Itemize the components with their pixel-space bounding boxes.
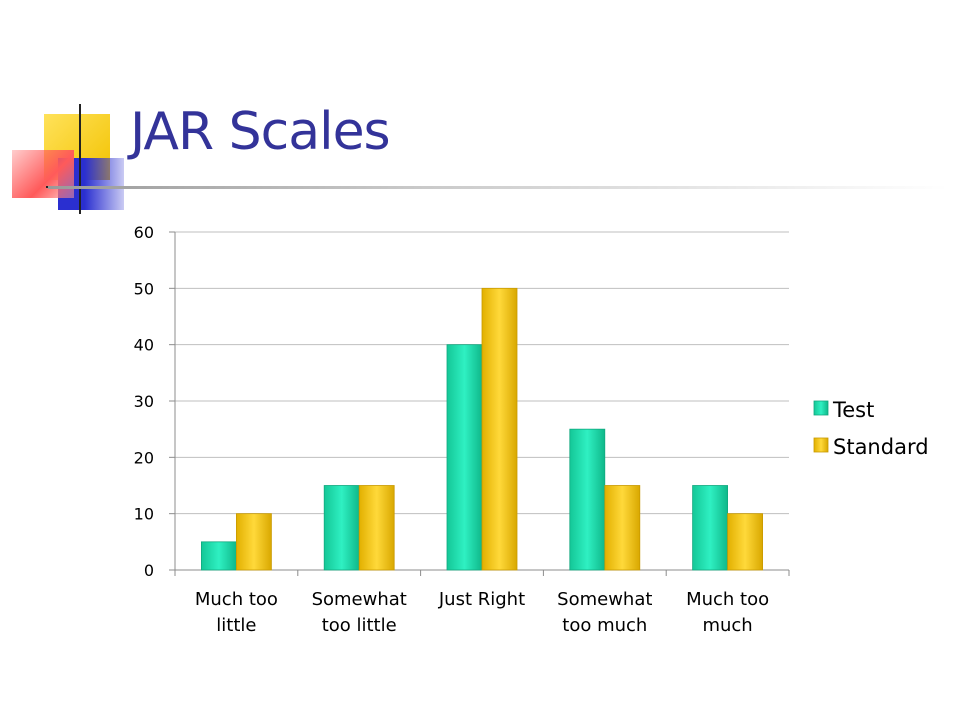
legend-swatch-standard [813, 437, 829, 453]
x-category-label: much [702, 615, 752, 636]
y-tick-label: 30 [134, 392, 154, 411]
y-tick-label: 60 [134, 223, 154, 242]
x-category-label: Just Right [438, 589, 525, 610]
x-category-label: Somewhat [557, 589, 652, 610]
legend-swatch-test [813, 400, 829, 416]
bar-standard-3 [604, 485, 641, 571]
bar-standard-1 [358, 485, 395, 571]
bar-standard-4 [727, 513, 763, 571]
title-underline [48, 186, 948, 189]
slide-title: JAR Scales [130, 102, 391, 162]
bar-test-4 [692, 485, 728, 571]
bar-standard-0 [235, 513, 272, 571]
x-category-label: Somewhat [312, 589, 407, 610]
bar-test-1 [323, 485, 360, 571]
x-category-label: too little [322, 615, 397, 636]
x-category-label: little [216, 615, 256, 636]
y-tick-label: 10 [134, 505, 154, 524]
y-tick-label: 20 [134, 448, 154, 467]
bar-test-3 [569, 428, 606, 571]
y-tick-label: 40 [134, 336, 154, 355]
deco-red-square [12, 150, 74, 198]
legend-label-standard: Standard [833, 435, 929, 459]
y-tick-label: 50 [134, 279, 154, 298]
y-tick-label: 0 [144, 561, 154, 580]
legend-label-test: Test [832, 398, 874, 422]
bar-test-0 [200, 541, 237, 571]
bar-standard-2 [481, 287, 518, 571]
x-category-label: Much too [686, 589, 769, 610]
x-category-label: too much [562, 615, 647, 636]
bar-test-2 [446, 344, 483, 571]
deco-vertical-line [79, 104, 81, 214]
x-category-label: Much too [195, 589, 278, 610]
